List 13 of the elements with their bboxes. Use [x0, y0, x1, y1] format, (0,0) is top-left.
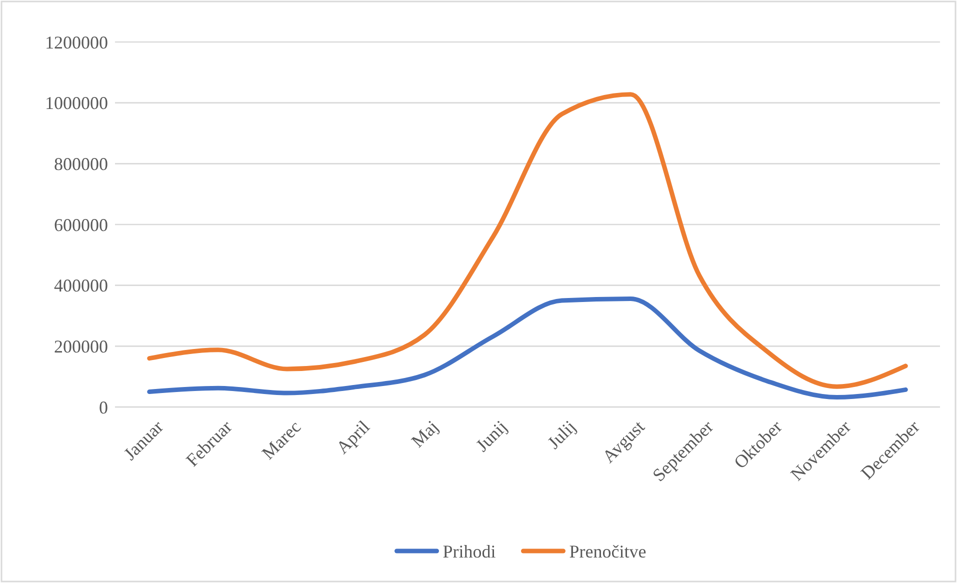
y-tick-label: 400000: [54, 276, 108, 296]
legend-label: Prihodi: [442, 541, 496, 562]
y-tick-label: 1000000: [45, 93, 108, 114]
legend-label: Prenočitve: [569, 541, 646, 562]
line-series: [147, 92, 908, 389]
y-tick-label: 0: [99, 397, 108, 418]
y-tick-label: 800000: [54, 154, 108, 174]
y-tick-label: 200000: [54, 336, 108, 356]
x-tick-label: Maj: [407, 416, 442, 452]
y-tick-label: 600000: [54, 214, 108, 235]
y-tick-label: 1200000: [45, 32, 108, 52]
line-series: [147, 296, 908, 400]
x-tick-label: Julij: [544, 416, 580, 453]
